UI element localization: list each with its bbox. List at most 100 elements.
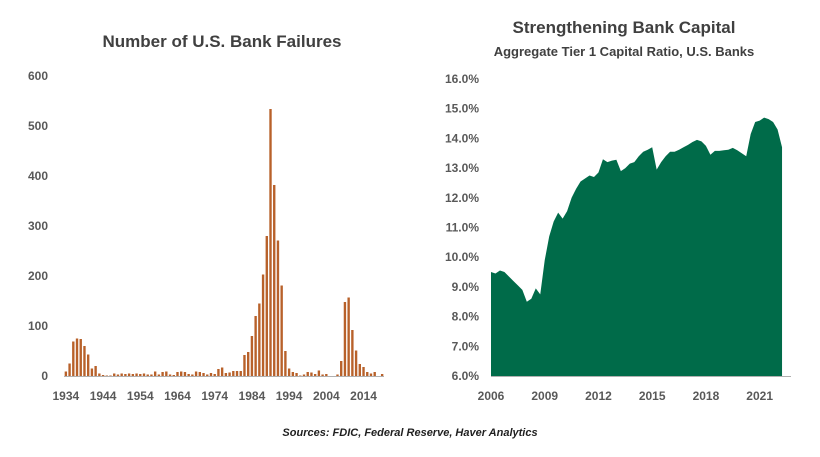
bar-1955	[142, 373, 146, 376]
bar-1942	[94, 366, 97, 376]
bar-1979	[232, 371, 235, 376]
left-x-tick-label: 1954	[127, 389, 154, 403]
right-x-tick-label: 2018	[693, 389, 720, 403]
left-chart-title: Number of U.S. Bank Failures	[103, 32, 342, 51]
right-y-tick-label: 10.0%	[445, 250, 479, 264]
bar-2004	[325, 374, 328, 376]
left-y-axis-ticks: 0 100 200 300 400 500 600	[28, 69, 48, 383]
bar-1962	[168, 374, 172, 376]
left-bars	[64, 109, 384, 376]
left-x-axis-ticks: 1934 1944 1954 1964 1974 1984 1994 2004 2014	[53, 389, 378, 403]
right-y-tick-label: 15.0%	[445, 102, 479, 116]
bar-2019	[380, 374, 384, 376]
left-x-tick-label: 1974	[201, 389, 228, 403]
right-chart-subtitle: Aggregate Tier 1 Capital Ratio, U.S. Ban…	[494, 44, 755, 59]
right-y-axis-ticks: 6.0% 7.0% 8.0% 9.0% 10.0% 11.0% 12.0% 13.0% 14.0…	[445, 72, 479, 383]
right-x-tick-label: 2009	[531, 389, 558, 403]
bar-1993	[284, 351, 287, 376]
bar-1974	[213, 374, 216, 376]
bar-1969	[194, 371, 198, 376]
bar-1999	[306, 372, 309, 376]
bank-capital-chart: Strengthening Bank Capital Aggregate Tie…	[445, 18, 791, 403]
bar-1941	[90, 368, 94, 376]
right-x-tick-label: 2012	[585, 389, 612, 403]
right-x-axis-ticks: 2006 2009 2012 2015 2018 2021	[478, 389, 774, 403]
bar-1952	[131, 374, 135, 376]
bar-2012	[354, 350, 358, 376]
left-x-tick-label: 1964	[164, 389, 191, 403]
bar-1997	[299, 375, 302, 376]
bar-1973	[209, 373, 213, 376]
bar-1943	[98, 373, 101, 376]
bar-1994	[287, 368, 291, 376]
bar-1964	[176, 372, 179, 376]
right-x-tick-label: 2015	[639, 389, 666, 403]
bar-1948	[116, 374, 120, 376]
bar-1944	[101, 375, 105, 376]
right-y-tick-label: 12.0%	[445, 191, 479, 205]
right-y-tick-label: 14.0%	[445, 131, 479, 145]
bar-2014	[362, 367, 365, 376]
bar-2007	[336, 374, 339, 376]
bar-1963	[172, 375, 175, 376]
right-y-tick-label: 8.0%	[452, 310, 480, 324]
bar-1970	[198, 372, 201, 376]
right-x-tick-label: 2006	[478, 389, 505, 403]
bar-1954	[139, 374, 142, 376]
left-y-tick-label: 400	[28, 169, 48, 183]
bar-1989	[269, 109, 272, 376]
left-y-tick-label: 0	[41, 369, 48, 383]
bar-1986	[258, 303, 261, 376]
left-y-tick-label: 500	[28, 119, 48, 133]
bar-1945	[105, 375, 108, 376]
bar-1950	[124, 374, 127, 376]
bar-1938	[79, 339, 82, 376]
right-chart-title: Strengthening Bank Capital	[513, 18, 736, 37]
bar-1978	[228, 372, 231, 376]
left-y-tick-label: 200	[28, 269, 48, 283]
left-x-tick-label: 1984	[239, 389, 266, 403]
bar-1957	[150, 374, 153, 376]
bar-1951	[127, 373, 131, 376]
right-y-tick-label: 6.0%	[452, 369, 480, 383]
bank-failures-chart: Number of U.S. Bank Failures 0 100 200 300 4…	[28, 32, 384, 403]
bar-1960	[161, 372, 164, 376]
bar-1975	[217, 369, 220, 376]
bar-1937	[75, 338, 79, 376]
bar-2010	[347, 297, 350, 376]
bar-2015	[366, 372, 369, 376]
left-y-tick-label: 100	[28, 319, 48, 333]
bar-1935	[68, 363, 71, 376]
bar-1992	[280, 285, 283, 376]
right-y-tick-label: 7.0%	[452, 339, 480, 353]
left-x-tick-label: 1934	[53, 389, 80, 403]
right-y-tick-label: 9.0%	[452, 280, 480, 294]
left-y-tick-label: 300	[28, 219, 48, 233]
bar-1949	[120, 373, 123, 376]
bar-1996	[295, 373, 298, 376]
bar-1982	[243, 355, 246, 376]
bar-2013	[358, 364, 361, 376]
bar-1940	[87, 354, 90, 376]
bar-1985	[254, 316, 257, 376]
bar-1959	[157, 374, 161, 376]
bar-1981	[239, 371, 242, 376]
bar-1965	[180, 371, 183, 376]
bar-1987	[261, 274, 265, 376]
bar-1990	[273, 185, 276, 376]
bar-1991	[276, 240, 280, 376]
bar-1972	[206, 374, 209, 376]
bar-2003	[321, 374, 324, 376]
bar-1956	[146, 374, 149, 376]
bar-2008	[340, 361, 343, 376]
bar-1998	[302, 374, 306, 376]
bar-1961	[165, 371, 168, 376]
bar-1971	[202, 373, 205, 376]
bar-2017	[373, 372, 376, 376]
bar-2000	[310, 372, 313, 376]
bar-1934	[64, 371, 68, 376]
left-x-tick-label: 2014	[350, 389, 377, 403]
bar-1958	[153, 371, 157, 376]
bar-1984	[250, 336, 254, 376]
